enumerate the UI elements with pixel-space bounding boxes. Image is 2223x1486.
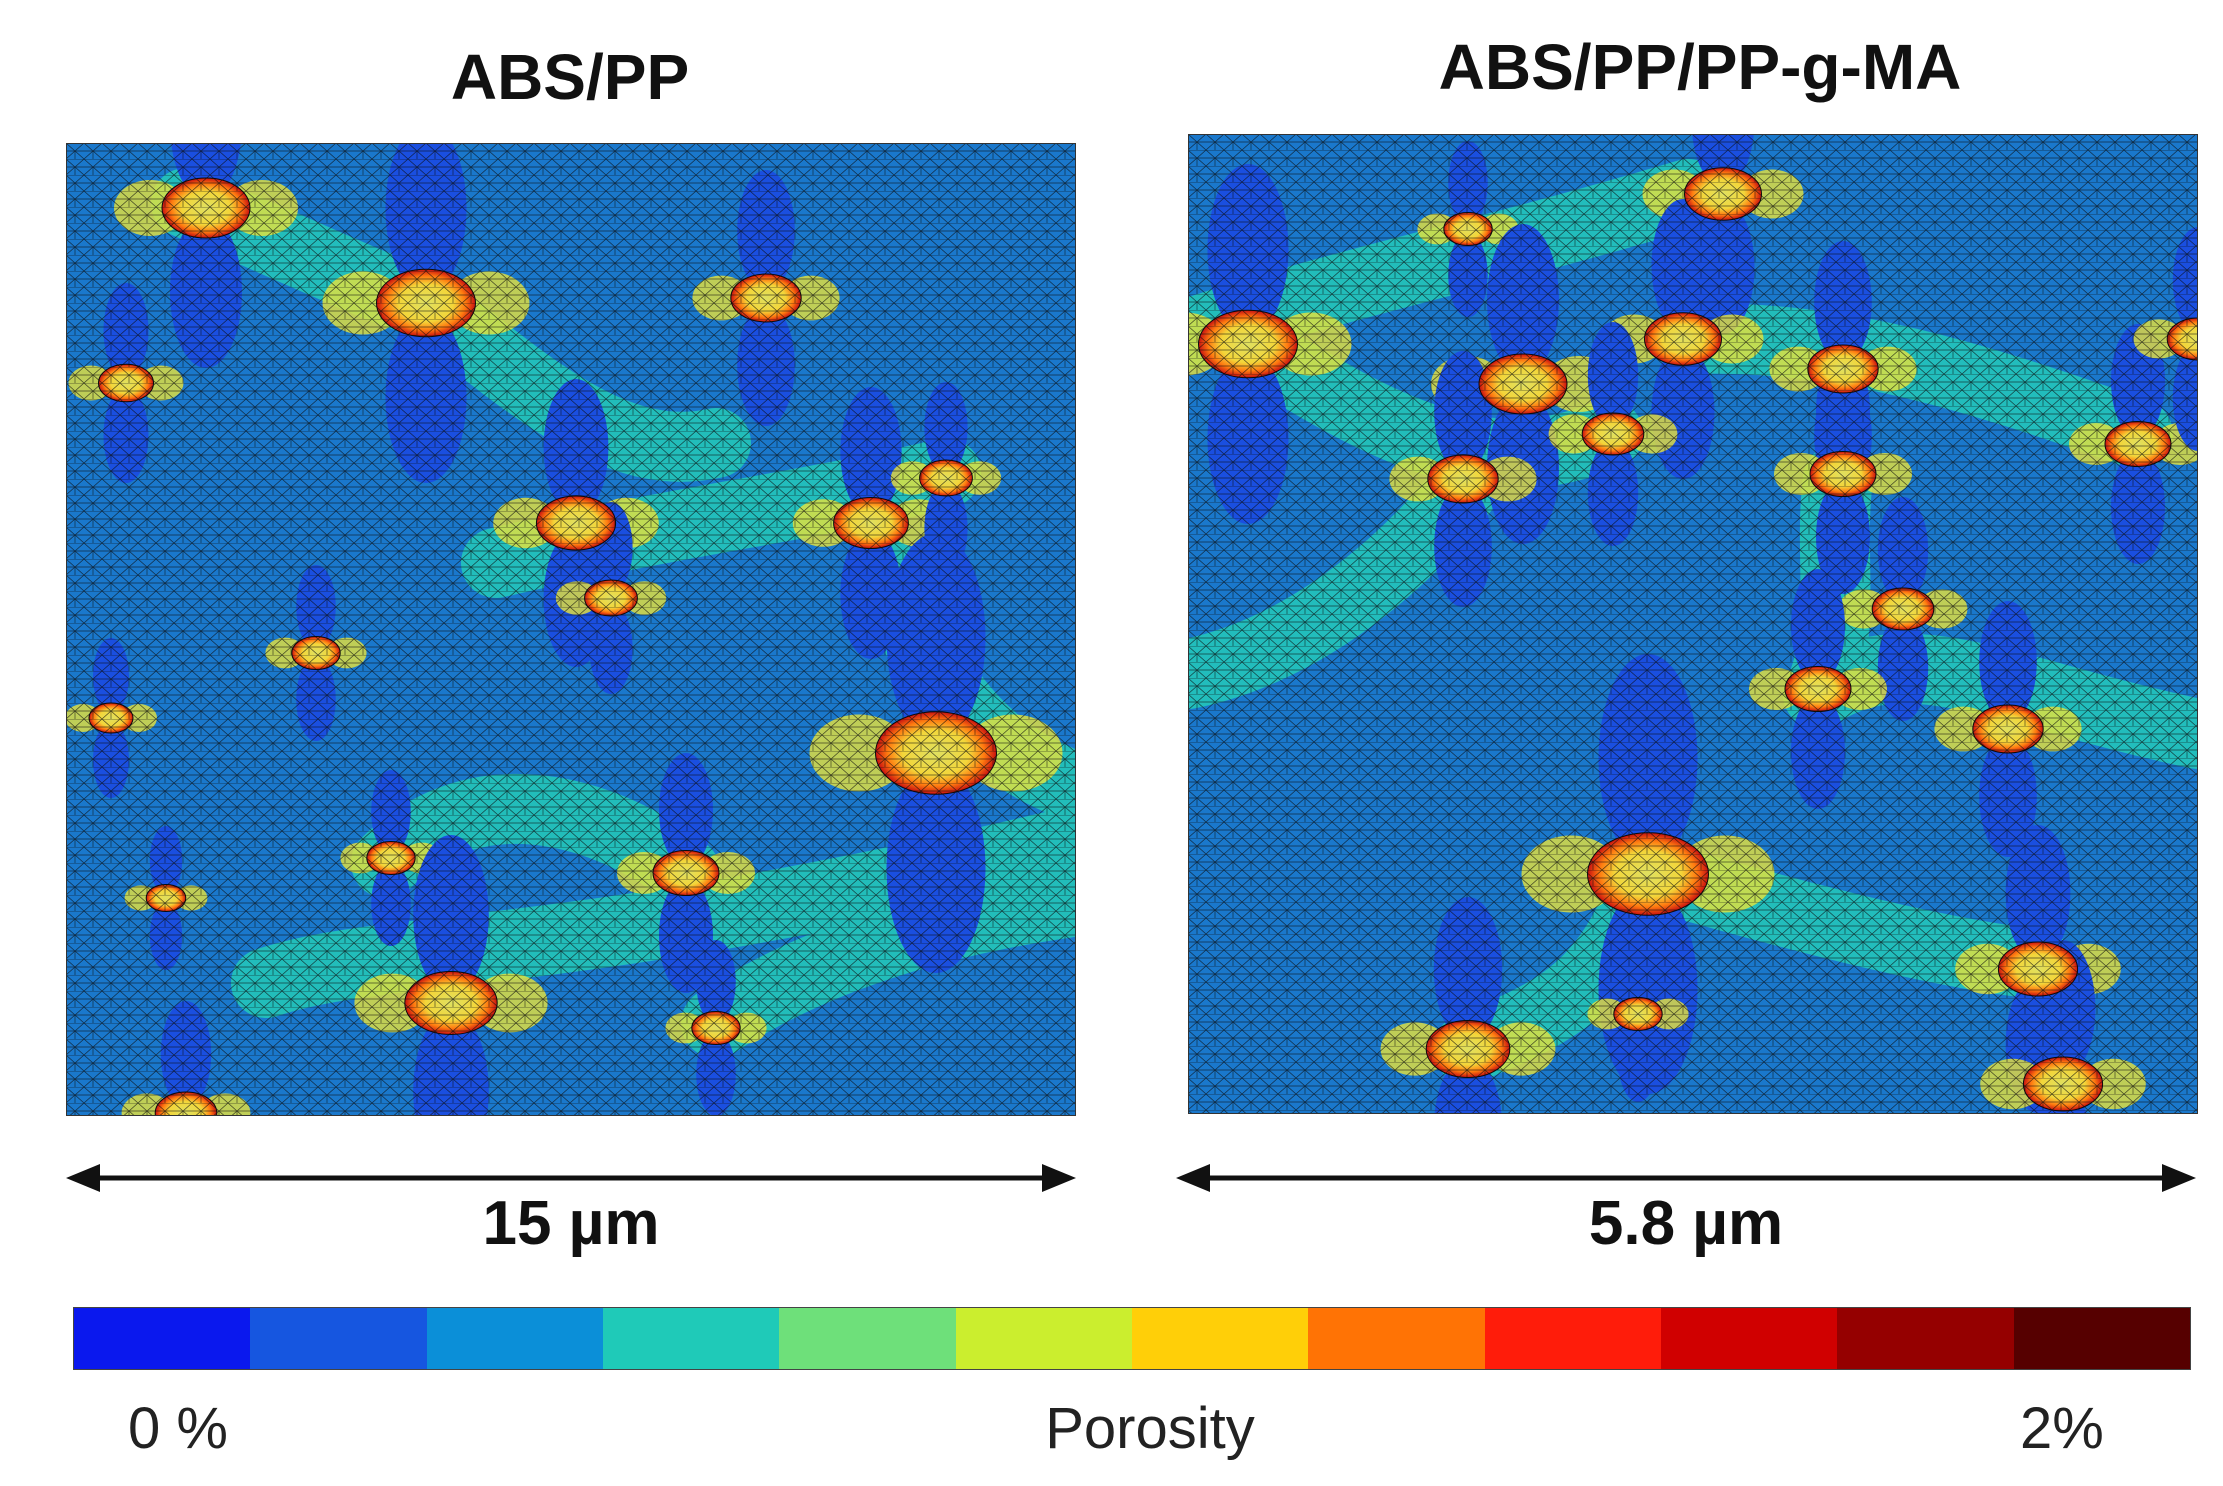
colorbar-segment bbox=[1131, 1308, 1309, 1369]
porosity-map-abs-pp-image bbox=[66, 143, 1076, 1116]
colorbar-segment bbox=[250, 1308, 427, 1369]
scale-label-5-8um: 5.8 µm bbox=[1588, 1189, 1784, 1258]
porosity-map-abs-pp-pp-g-ma-image bbox=[1188, 134, 2198, 1114]
scale-label-15um: 15 µm bbox=[482, 1189, 660, 1258]
colorbar-title: Porosity bbox=[1045, 1396, 1255, 1461]
colorbar-segment bbox=[1484, 1308, 1661, 1369]
panel-title-abs-pp: ABS/PP bbox=[450, 41, 690, 113]
scale-arrow-right bbox=[1176, 1158, 2196, 1198]
colorbar-segment bbox=[426, 1308, 603, 1369]
colorbar-segment bbox=[955, 1308, 1132, 1369]
colorbar-min-label: 0 % bbox=[128, 1396, 228, 1461]
porosity-colorbar bbox=[73, 1307, 2191, 1370]
colorbar-segment bbox=[1308, 1308, 1485, 1369]
colorbar-segment bbox=[779, 1308, 956, 1369]
scale-arrow-left bbox=[66, 1158, 1076, 1198]
porosity-map-abs-pp bbox=[66, 143, 1076, 1116]
colorbar-segment bbox=[2013, 1308, 2190, 1369]
panel-title-abs-pp-pp-g-ma: ABS/PP/PP-g-MA bbox=[1438, 31, 1962, 103]
colorbar-segment bbox=[1660, 1308, 1838, 1369]
colorbar-segment bbox=[602, 1308, 780, 1369]
colorbar-segment bbox=[1837, 1308, 2014, 1369]
colorbar-segment bbox=[74, 1308, 251, 1369]
porosity-map-abs-pp-pp-g-ma bbox=[1188, 134, 2198, 1114]
colorbar-max-label: 2% bbox=[2020, 1396, 2104, 1461]
